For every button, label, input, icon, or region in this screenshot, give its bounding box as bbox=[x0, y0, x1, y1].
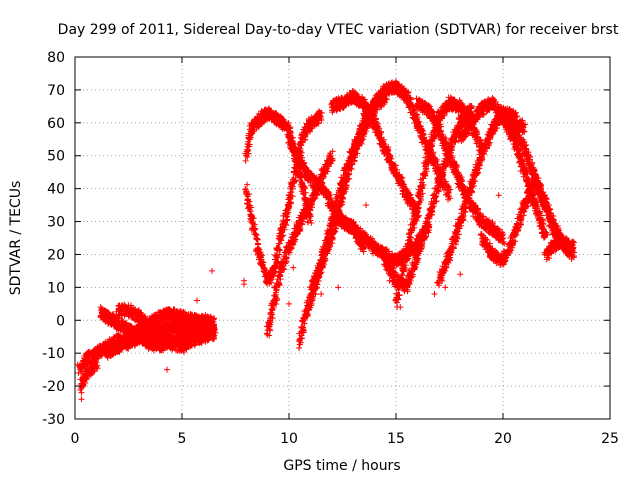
data-point bbox=[77, 370, 84, 377]
data-points bbox=[74, 78, 578, 403]
data-point bbox=[254, 236, 261, 243]
data-point bbox=[296, 345, 303, 352]
data-point bbox=[254, 236, 261, 243]
grid-lines bbox=[75, 57, 610, 419]
data-point bbox=[245, 197, 252, 204]
chart-title: Day 299 of 2011, Sidereal Day-to-day VTE… bbox=[58, 22, 619, 38]
